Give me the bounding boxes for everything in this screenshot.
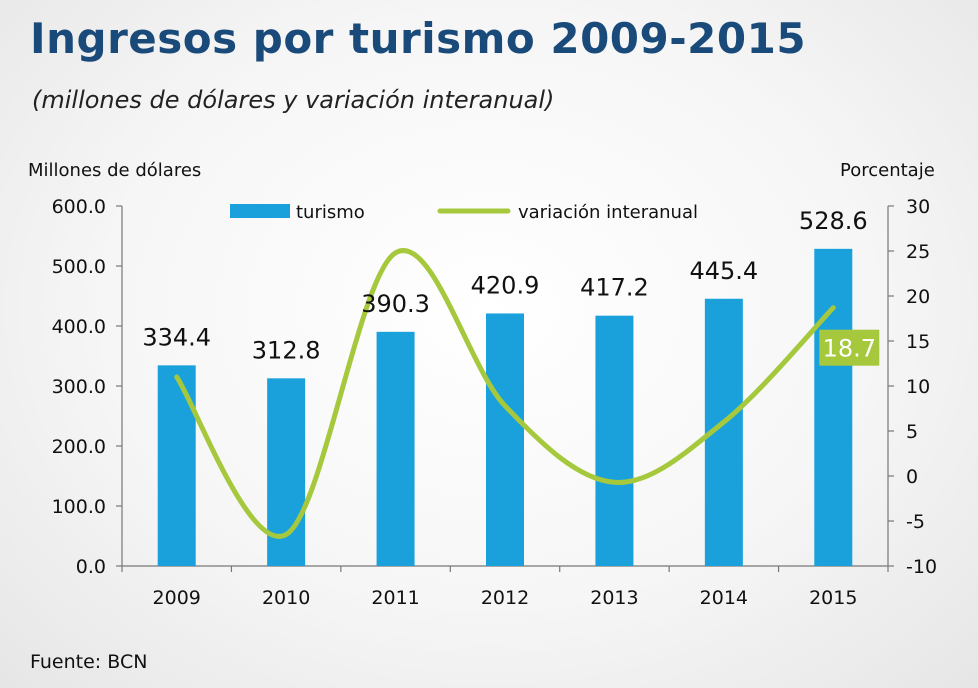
bar [595, 315, 634, 566]
highlight-label: 18.7 [823, 335, 876, 363]
y-tick-label: 400.0 [52, 316, 106, 338]
y-tick-label: 200.0 [52, 436, 106, 458]
legend-label-turismo: turismo [296, 202, 365, 223]
y-tick-label: 0.0 [76, 556, 106, 578]
bar [376, 331, 415, 566]
legend-label-variacion: variación interanual [518, 202, 698, 223]
chart-subtitle: (millones de dólares y variación interan… [32, 86, 555, 114]
source-note: Fuente: BCN [30, 651, 148, 673]
bar-data-label: 390.3 [361, 290, 430, 318]
bar-data-label: 312.8 [252, 336, 321, 364]
x-tick-label: 2015 [809, 587, 857, 609]
y-tick-label: 100.0 [52, 496, 106, 518]
x-tick-label: 2014 [700, 587, 748, 609]
bar [267, 378, 306, 566]
y2-tick-label: 0 [906, 466, 918, 488]
y2-tick-label: -5 [906, 511, 925, 533]
y2-tick-label: 20 [906, 286, 930, 308]
x-tick-label: 2013 [590, 587, 638, 609]
bar-data-label: 334.4 [142, 323, 211, 351]
bar-data-label: 420.9 [471, 271, 540, 299]
x-tick-label: 2011 [371, 587, 419, 609]
y2-tick-label: 30 [906, 196, 930, 218]
y2-tick-label: 5 [906, 421, 918, 443]
bar-data-label: 445.4 [689, 257, 758, 285]
y2-tick-label: 25 [906, 241, 930, 263]
y2-tick-label: 10 [906, 376, 930, 398]
y-tick-label: 500.0 [52, 256, 106, 278]
bar-data-label: 528.6 [799, 207, 868, 235]
x-tick-label: 2012 [481, 587, 529, 609]
bar [157, 365, 196, 566]
bar [814, 248, 853, 566]
x-tick-label: 2010 [262, 587, 310, 609]
highlight-label-box [819, 329, 880, 366]
y-axis-title: Millones de dólares [28, 160, 202, 181]
bar [486, 313, 524, 566]
legend-swatch-turismo [230, 204, 290, 218]
y-tick-label: 600.0 [52, 196, 106, 218]
y2-tick-label: 15 [906, 331, 930, 353]
chart-title: Ingresos por turismo 2009-2015 [30, 14, 807, 63]
variation-line [174, 248, 836, 539]
y2-axis-title: Porcentaje [840, 160, 935, 181]
x-tick-label: 2009 [153, 587, 201, 609]
y-tick-label: 300.0 [52, 376, 106, 398]
bar-data-label: 417.2 [580, 274, 649, 302]
y2-tick-label: -10 [906, 556, 937, 578]
